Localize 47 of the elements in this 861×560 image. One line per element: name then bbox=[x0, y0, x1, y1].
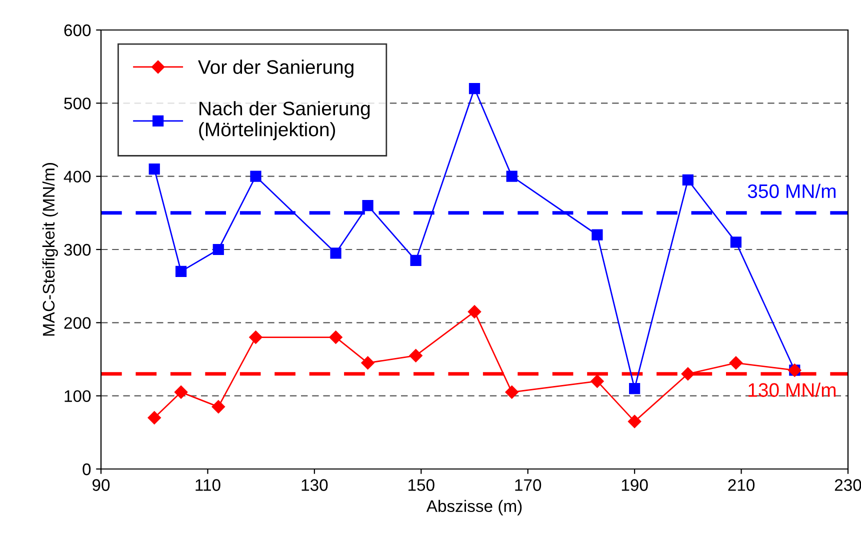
x-tick-label: 230 bbox=[834, 479, 861, 491]
point bbox=[409, 349, 422, 362]
y-axis-title: MAC-Steifigkeit (MN/m) bbox=[42, 163, 58, 336]
point bbox=[361, 356, 374, 370]
x-axis-title: Abszisse (m) bbox=[426, 500, 522, 516]
x-tick-label: 170 bbox=[515, 479, 542, 491]
point bbox=[329, 330, 342, 344]
point bbox=[506, 170, 518, 182]
y-tick-label: 400 bbox=[64, 170, 91, 183]
ref-line-label: 130 MN/m bbox=[748, 382, 836, 397]
point bbox=[362, 200, 374, 212]
point bbox=[330, 248, 342, 259]
y-tick-label: 300 bbox=[64, 244, 91, 256]
point bbox=[148, 411, 161, 424]
point bbox=[629, 382, 640, 394]
point bbox=[212, 400, 225, 414]
y-tick-label: 100 bbox=[64, 390, 91, 402]
point bbox=[628, 414, 642, 428]
point bbox=[249, 330, 262, 344]
point bbox=[505, 386, 518, 399]
point bbox=[148, 163, 160, 175]
x-tick-label: 110 bbox=[196, 479, 220, 491]
point bbox=[729, 356, 743, 370]
ref-line-label: 350 MN/m bbox=[748, 184, 836, 198]
point bbox=[682, 174, 694, 186]
point bbox=[175, 266, 187, 278]
x-tick-label: 150 bbox=[408, 479, 434, 491]
point bbox=[250, 170, 262, 182]
point bbox=[592, 229, 603, 240]
point bbox=[681, 367, 695, 380]
x-tick-label: 210 bbox=[728, 479, 755, 491]
y-tick-label: 0 bbox=[82, 463, 91, 476]
point bbox=[174, 386, 188, 399]
x-tick-label: 90 bbox=[92, 479, 110, 491]
x-tick-label: 190 bbox=[622, 479, 648, 491]
point bbox=[468, 305, 482, 318]
y-tick-label: 200 bbox=[64, 317, 91, 329]
point bbox=[410, 254, 422, 266]
legend-label: Vor der Sanierung bbox=[198, 60, 354, 78]
point bbox=[212, 244, 224, 256]
point bbox=[590, 374, 604, 388]
y-tick-label: 500 bbox=[64, 98, 91, 110]
point bbox=[468, 82, 480, 94]
point bbox=[730, 236, 742, 248]
y-tick-label: 600 bbox=[64, 24, 91, 36]
legend-label: Nach der Sanierung (Mörtelinjektion) bbox=[199, 101, 370, 140]
x-tick-label: 130 bbox=[302, 479, 328, 491]
